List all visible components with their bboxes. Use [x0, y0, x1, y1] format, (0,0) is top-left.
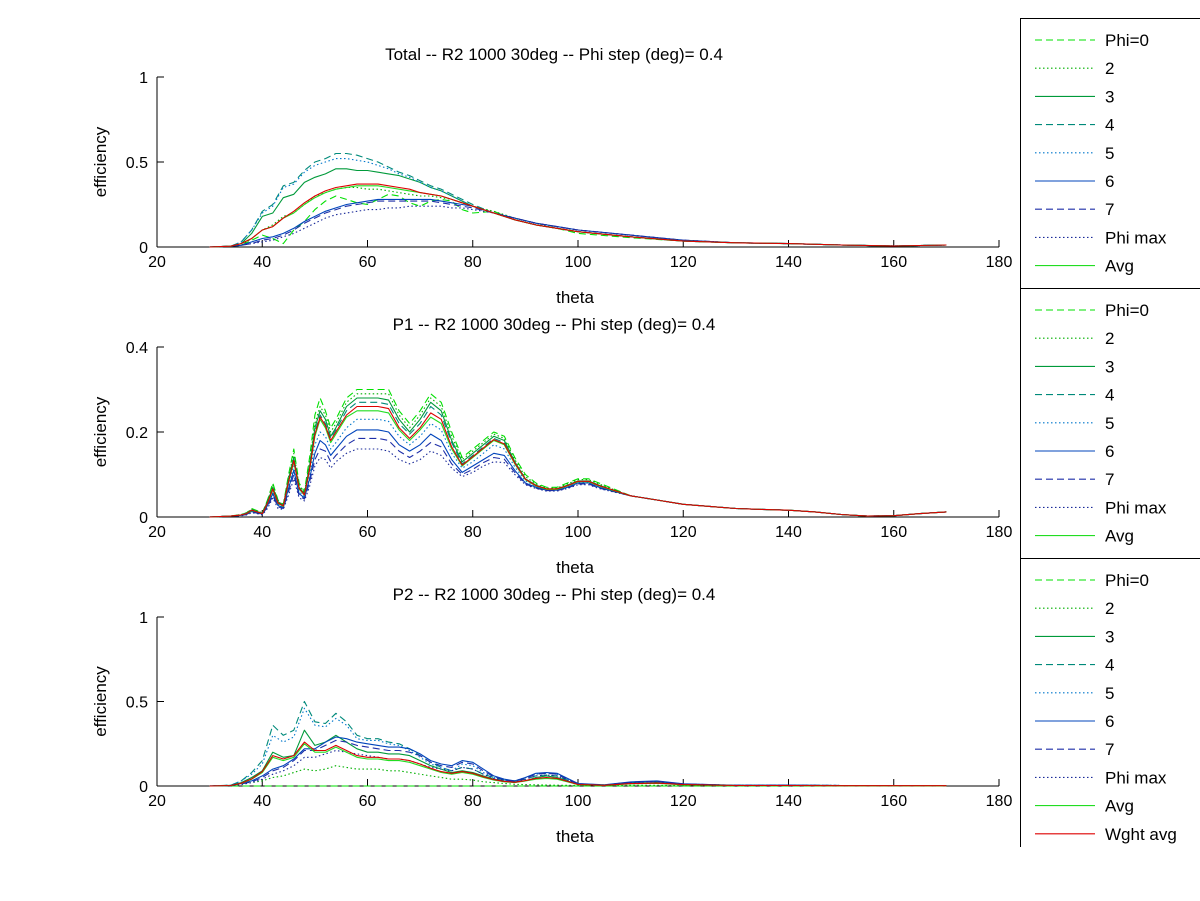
x-tick-label: 140	[775, 524, 802, 541]
legend-entry-label: 5	[1105, 684, 1114, 703]
x-tick-label: 160	[880, 524, 907, 541]
x-tick-label: 40	[253, 524, 271, 541]
legend-entry-label: 3	[1105, 87, 1114, 106]
legend-entry-label: Wght avg	[1105, 825, 1177, 844]
subplot-2: 20 40 60 80 100 120 140 160 180 0 0.2 0.4 P1 -- R2 1…	[91, 288, 1200, 577]
y-axis-label: efficiency	[91, 396, 110, 467]
legend-entry-label: Avg	[1105, 527, 1134, 546]
series-line	[209, 741, 947, 787]
legend-entry-label: 6	[1105, 172, 1114, 191]
legend-box	[1020, 288, 1200, 558]
series-line	[209, 405, 947, 518]
x-tick-label: 140	[775, 254, 802, 271]
x-tick-label: 60	[359, 524, 377, 541]
legend-entry-label: Phi max	[1105, 228, 1167, 247]
legend: Phi=0 2 3 4 5 6 7 Phi max Avg Wght avg	[1020, 558, 1200, 847]
y-tick-label: 1	[139, 610, 148, 627]
legend-entry-label: 2	[1105, 599, 1114, 618]
legend: Phi=0 2 3 4 5 6 7 Phi max Avg Wght avg	[1020, 18, 1200, 304]
x-tick-label: 140	[775, 793, 802, 810]
legend-entry-label: Phi max	[1105, 498, 1167, 517]
series-line	[209, 158, 947, 248]
x-tick-label: 20	[148, 793, 166, 810]
x-tick-label: 80	[464, 254, 482, 271]
legend-entry-label: 2	[1105, 329, 1114, 348]
legend-entry-label: 4	[1105, 116, 1114, 135]
x-tick-label: 100	[565, 254, 592, 271]
y-axis-label: efficiency	[91, 126, 110, 197]
legend-entry-label: 7	[1105, 740, 1114, 759]
y-axis-label: efficiency	[91, 666, 110, 737]
x-tick-label: 20	[148, 254, 166, 271]
legend-entry-label: Wght avg	[1105, 555, 1177, 574]
series-line	[209, 183, 947, 248]
series-line	[209, 739, 947, 787]
legend-entry-label: 3	[1105, 627, 1114, 646]
legend-entry-label: 6	[1105, 442, 1114, 461]
x-tick-label: 60	[359, 793, 377, 810]
series-line	[209, 765, 947, 787]
legend-entry-label: 5	[1105, 414, 1114, 433]
legend-entry-label: 3	[1105, 357, 1114, 376]
x-tick-label: 120	[670, 524, 697, 541]
legend-entry-label: 5	[1105, 144, 1114, 163]
x-tick-label: 20	[148, 524, 166, 541]
x-tick-label: 100	[565, 793, 592, 810]
legend-entry-label: Phi=0	[1105, 571, 1149, 590]
legend-entry-label: 4	[1105, 656, 1114, 675]
y-tick-label: 0	[139, 240, 148, 257]
x-tick-label: 80	[464, 524, 482, 541]
x-tick-label: 40	[253, 793, 271, 810]
series-line	[209, 388, 947, 518]
y-tick-label: 0	[139, 510, 148, 527]
x-tick-label: 100	[565, 524, 592, 541]
legend-entry-label: 7	[1105, 470, 1114, 489]
y-tick-label: 0.2	[126, 425, 148, 442]
legend-entry-label: 7	[1105, 200, 1114, 219]
legend-entry-label: Phi=0	[1105, 301, 1149, 320]
legend-entry-label: 4	[1105, 386, 1114, 405]
legend-entry-label: Phi=0	[1105, 31, 1149, 50]
series-line	[209, 700, 947, 787]
y-tick-label: 0.5	[126, 695, 148, 712]
y-tick-label: 0	[139, 779, 148, 796]
x-tick-label: 120	[670, 793, 697, 810]
legend-entry-label: 6	[1105, 712, 1114, 731]
x-tick-label: 80	[464, 793, 482, 810]
legend-box	[1020, 18, 1200, 288]
x-tick-label: 120	[670, 254, 697, 271]
x-tick-label: 180	[986, 793, 1013, 810]
legend-entry-label: Wght avg	[1105, 285, 1177, 304]
series-line	[209, 200, 947, 248]
legend-box	[1020, 558, 1200, 847]
legend-entry-label: Phi max	[1105, 768, 1167, 787]
x-tick-label: 40	[253, 254, 271, 271]
y-tick-label: 0.5	[126, 155, 148, 172]
chart-title: Total -- R2 1000 30deg -- Phi step (deg)…	[385, 45, 723, 64]
chart-title: P2 -- R2 1000 30deg -- Phi step (deg)= 0…	[393, 585, 716, 604]
series-line	[209, 193, 947, 248]
x-axis-label: theta	[556, 288, 594, 307]
subplot-1: 20 40 60 80 100 120 140 160 180 0 0.5 1 Total -- R2 …	[91, 18, 1200, 307]
chart-title: P1 -- R2 1000 30deg -- Phi step (deg)= 0…	[393, 315, 716, 334]
x-tick-label: 180	[986, 254, 1013, 271]
x-axis-label: theta	[556, 827, 594, 846]
legend-entry-label: Avg	[1105, 797, 1134, 816]
y-tick-label: 1	[139, 70, 148, 87]
legend-entry-label: Avg	[1105, 257, 1134, 276]
y-tick-label: 0.4	[126, 340, 148, 357]
x-axis-label: theta	[556, 558, 594, 577]
x-tick-label: 60	[359, 254, 377, 271]
x-tick-label: 180	[986, 524, 1013, 541]
legend-entry-label: 2	[1105, 59, 1114, 78]
subplot-3: 20 40 60 80 100 120 140 160 180 0 0.5 1 P2 -- R2 100…	[91, 558, 1200, 847]
x-tick-label: 160	[880, 254, 907, 271]
legend: Phi=0 2 3 4 5 6 7 Phi max Avg Wght avg	[1020, 288, 1200, 574]
x-tick-label: 160	[880, 793, 907, 810]
